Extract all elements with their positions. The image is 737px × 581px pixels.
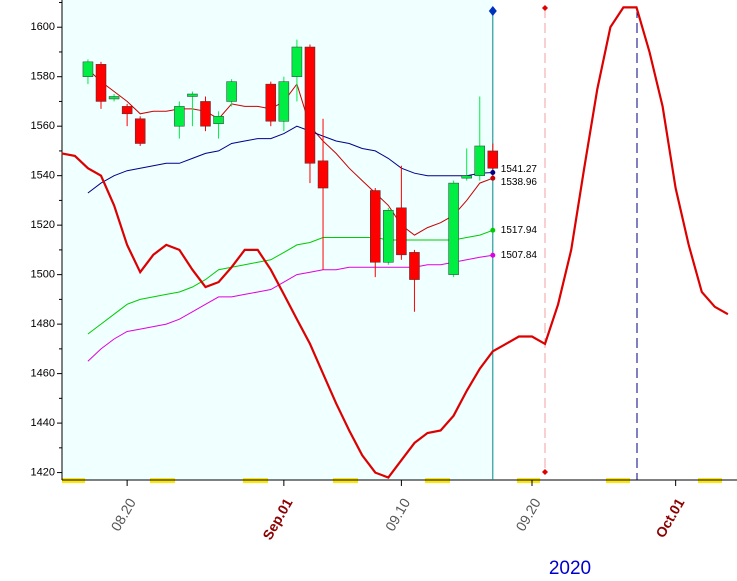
candle-body: [200, 101, 211, 127]
candle-body: [304, 46, 316, 164]
y-tick-label: 1480: [31, 318, 55, 330]
candle-body: [265, 83, 277, 122]
y-tick-label: 1440: [31, 417, 55, 429]
candle-body: [370, 190, 381, 263]
candle-body: [409, 252, 420, 280]
candle-body: [474, 145, 485, 176]
y-tick-label: 1540: [31, 170, 55, 182]
series-line: [87, 229, 493, 335]
candle-body: [278, 81, 290, 122]
y-tick-label: 1500: [31, 269, 55, 281]
x-tick-label: Oct.01: [652, 495, 687, 540]
end-label: 1538.96: [501, 177, 538, 188]
end-label: 1517.94: [501, 225, 538, 236]
y-tick-label: 1600: [31, 21, 55, 33]
end-marker: [490, 252, 496, 258]
candle-body: [134, 118, 146, 144]
candle-body: [213, 116, 224, 124]
x-tick-label: Sep.01: [259, 495, 296, 542]
end-label: 1507.84: [501, 250, 538, 261]
y-tick-label: 1560: [31, 120, 55, 132]
series-line: [87, 125, 493, 194]
candle-body: [226, 81, 237, 102]
candle-body: [396, 207, 407, 256]
candle-body: [95, 64, 107, 102]
end-label: 1541.27: [501, 164, 538, 175]
x-tick-label: 08.20: [108, 495, 139, 534]
current-marker: [488, 6, 497, 16]
candle-body: [448, 182, 459, 275]
y-tick-label: 1460: [31, 368, 55, 380]
candle-body: [383, 210, 394, 263]
x-tick-label: 09.20: [512, 495, 543, 534]
end-marker: [490, 227, 496, 233]
end-marker: [490, 170, 496, 176]
candle-body: [187, 93, 198, 97]
candle-body: [121, 106, 133, 115]
candle-body: [108, 96, 120, 100]
candle-body: [317, 160, 329, 189]
y-tick-label: 1420: [31, 466, 55, 478]
end-marker: [490, 175, 496, 181]
candle-body: [291, 46, 303, 77]
series-line: [87, 254, 493, 362]
series-line: [87, 68, 493, 236]
forecast-marker: [542, 469, 548, 475]
candle-body: [487, 150, 499, 169]
year-label: 2020: [549, 558, 591, 579]
series-line: [61, 6, 729, 479]
candle-body: [82, 61, 94, 77]
x-tick-label: 09.10: [382, 495, 413, 534]
candle-body: [461, 175, 472, 179]
y-tick-label: 1520: [31, 219, 55, 231]
candle-body: [174, 106, 185, 127]
y-tick-label: 1580: [31, 71, 55, 83]
forecast-marker: [542, 5, 548, 11]
